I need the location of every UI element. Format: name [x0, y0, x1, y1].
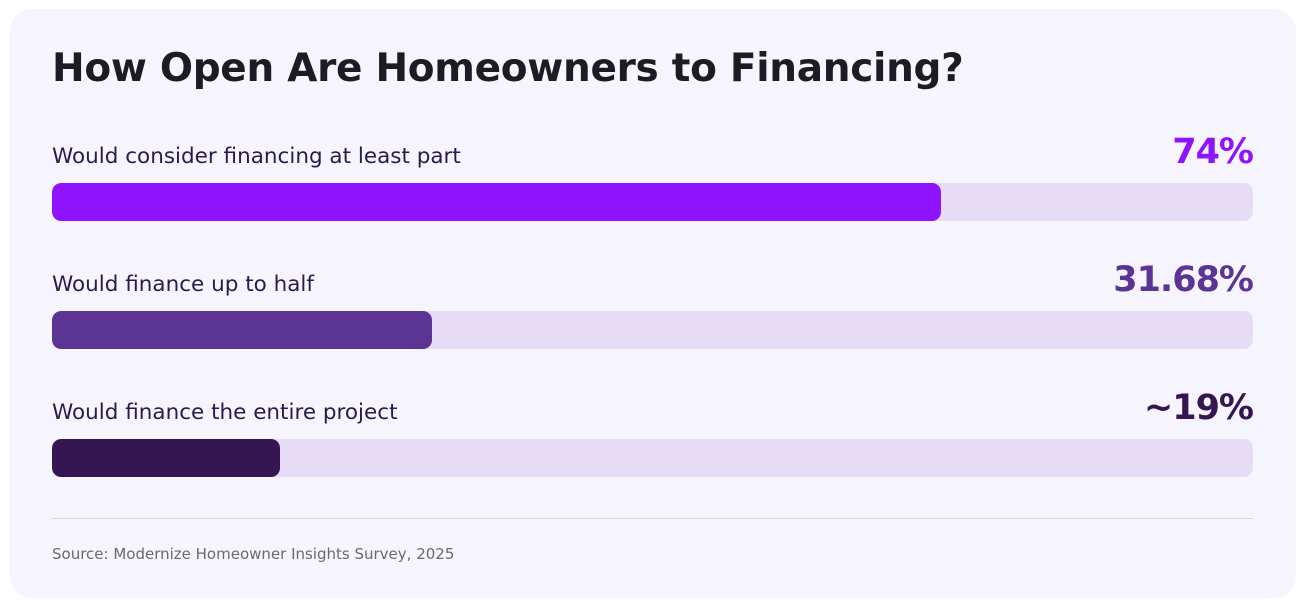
bar-label: Would consider financing at least part	[52, 144, 461, 169]
source-note: Source: Modernize Homeowner Insights Sur…	[52, 545, 455, 563]
bar-value-label: 31.68%	[1113, 260, 1254, 300]
bar-fill-finance-entire	[52, 439, 281, 477]
bar-track	[52, 183, 1253, 221]
bar-track	[52, 311, 1253, 349]
divider	[52, 518, 1253, 519]
bar-fill-consider-financing	[52, 183, 941, 221]
bar-label: Would finance the entire project	[52, 400, 398, 425]
bar-label: Would finance up to half	[52, 272, 314, 297]
bar-row-finance-half: Would finance up to half 31.68%	[52, 260, 1254, 366]
chart-card: How Open Are Homeowners to Financing? Wo…	[10, 9, 1296, 598]
bar-fill-finance-half	[52, 311, 433, 349]
bar-value-label: 74%	[1172, 132, 1254, 172]
bar-row-finance-entire: Would finance the entire project ~19%	[52, 388, 1254, 494]
chart-title: How Open Are Homeowners to Financing?	[52, 46, 964, 91]
bar-row-consider-financing: Would consider financing at least part 7…	[52, 132, 1254, 238]
bar-value-label: ~19%	[1143, 388, 1254, 428]
bar-track	[52, 439, 1253, 477]
